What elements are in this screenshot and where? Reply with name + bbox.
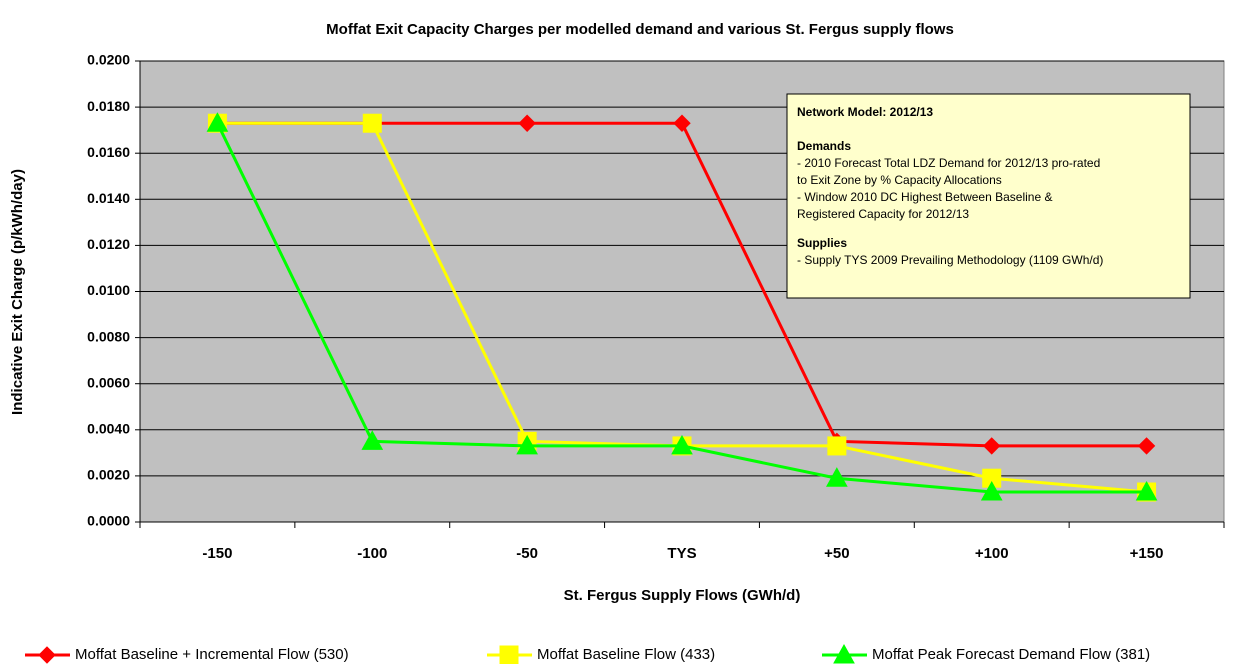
data-point — [980, 481, 1003, 501]
annotation-box — [786, 93, 1191, 299]
chart-title: Moffat Exit Capacity Charges per modelle… — [326, 21, 954, 38]
annotation-heading: Supplies — [797, 236, 847, 250]
x-tick-label: -150 — [202, 545, 232, 562]
annotation-line: Registered Capacity for 2012/13 — [797, 207, 969, 221]
annotation-line: - Window 2010 DC Highest Between Baselin… — [797, 190, 1052, 204]
y-tick-label: 0.0080 — [87, 328, 130, 344]
data-point — [1135, 481, 1158, 501]
legend-label: Moffat Baseline Flow (433) — [537, 646, 715, 663]
x-tick-label: TYS — [667, 545, 696, 562]
legend-label: Moffat Peak Forecast Demand Flow (381) — [872, 646, 1150, 663]
annotation-line: - Supply TYS 2009 Prevailing Methodology… — [797, 253, 1103, 267]
annotation-line: to Exit Zone by % Capacity Allocations — [797, 173, 1002, 187]
y-tick-label: 0.0020 — [87, 467, 130, 483]
y-axis-label: Indicative Exit Charge (p/kWh/day) — [9, 169, 26, 415]
y-tick-label: 0.0200 — [87, 52, 130, 68]
legend-marker — [38, 646, 56, 664]
data-point — [1137, 437, 1156, 455]
data-point — [206, 112, 229, 132]
data-point — [362, 113, 382, 133]
data-point — [518, 114, 536, 132]
legend-label: Moffat Baseline + Incremental Flow (530) — [75, 646, 349, 663]
y-tick-label: 0.0160 — [87, 144, 130, 160]
y-tick-label: 0.0120 — [87, 236, 130, 252]
data-point — [516, 434, 538, 455]
y-tick-label: 0.0100 — [87, 282, 130, 298]
annotation-title: Network Model: 2012/13 — [797, 105, 933, 119]
x-axis-label: St. Fergus Supply Flows (GWh/d) — [564, 587, 801, 604]
legend-marker — [499, 645, 519, 664]
data-point — [826, 467, 848, 487]
data-point — [361, 430, 384, 450]
data-point — [671, 434, 693, 455]
legend-marker — [833, 643, 855, 664]
x-tick-label: +50 — [824, 545, 849, 562]
x-tick-label: +150 — [1130, 545, 1164, 562]
y-tick-label: 0.0140 — [87, 190, 130, 206]
y-tick-label: 0.0180 — [87, 98, 130, 114]
annotation-heading: Demands — [797, 139, 851, 153]
data-point — [827, 436, 847, 456]
x-tick-label: -50 — [516, 545, 538, 562]
y-tick-label: 0.0000 — [87, 513, 130, 529]
annotation-line: - 2010 Forecast Total LDZ Demand for 201… — [797, 156, 1100, 170]
y-tick-label: 0.0060 — [87, 374, 130, 390]
data-point — [673, 114, 691, 132]
y-tick-label: 0.0040 — [87, 421, 130, 437]
x-tick-label: -100 — [357, 545, 387, 562]
data-point — [983, 437, 1001, 455]
x-tick-label: +100 — [975, 545, 1009, 562]
